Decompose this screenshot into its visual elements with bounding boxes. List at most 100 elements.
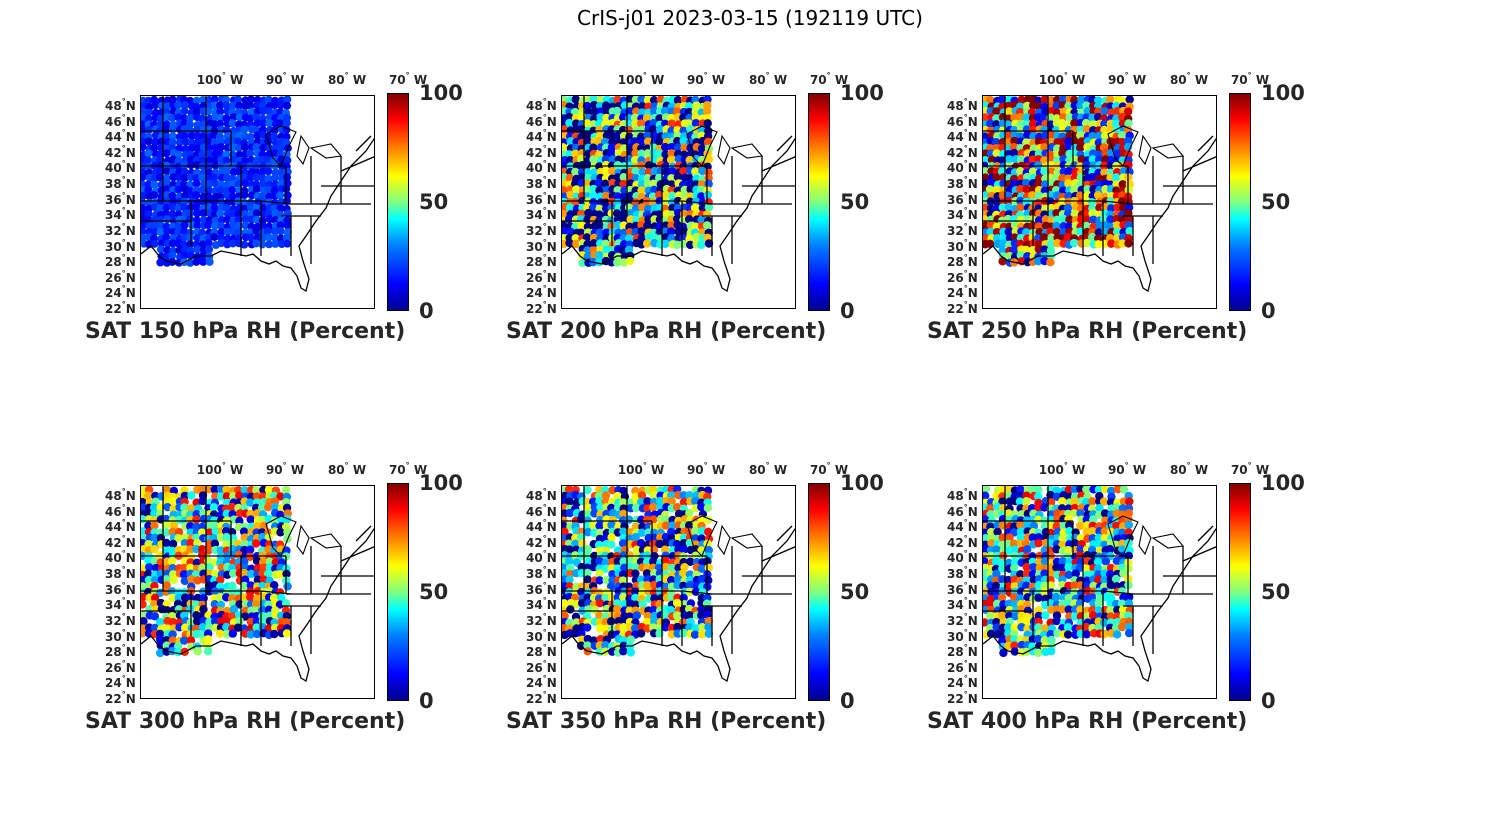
rh-observation-point bbox=[582, 131, 592, 140]
rh-observation-point bbox=[643, 515, 652, 525]
rh-observation-point bbox=[572, 185, 581, 194]
rh-observation-point bbox=[283, 101, 292, 110]
rh-observation-point bbox=[180, 491, 190, 501]
rh-observation-point bbox=[1003, 575, 1013, 585]
map-frame bbox=[982, 485, 1217, 699]
rh-observation-point bbox=[649, 617, 659, 626]
rh-observation-point bbox=[271, 216, 280, 225]
rh-observation-point bbox=[150, 191, 159, 200]
rh-observation-point bbox=[661, 521, 671, 530]
rh-observation-point bbox=[643, 221, 652, 230]
rh-observation-point bbox=[258, 155, 267, 164]
rh-observation-point bbox=[211, 155, 220, 164]
rh-observation-point bbox=[595, 528, 604, 538]
rh-observation-point bbox=[1010, 136, 1019, 146]
rh-observation-point bbox=[589, 155, 598, 164]
rh-observation-point bbox=[1057, 497, 1067, 506]
rh-observation-point bbox=[1076, 533, 1085, 543]
lat-tick-label: 46°N bbox=[947, 112, 978, 129]
rh-observation-point bbox=[180, 173, 189, 182]
rh-observation-point bbox=[631, 563, 641, 572]
rh-observation-point bbox=[1028, 167, 1038, 176]
colorbar-tick-label: 50 bbox=[419, 190, 449, 214]
rh-observation-point bbox=[583, 510, 592, 519]
lat-tick-label: 40°N bbox=[105, 549, 136, 566]
rh-observation-point bbox=[1105, 96, 1115, 104]
rh-observation-point bbox=[691, 167, 700, 176]
rh-observation-point bbox=[643, 96, 653, 105]
rh-observation-point bbox=[613, 258, 622, 267]
rh-observation-point bbox=[155, 618, 165, 627]
rh-observation-point bbox=[1075, 563, 1085, 572]
rh-observation-point bbox=[661, 539, 670, 548]
rh-observation-point bbox=[1064, 570, 1073, 580]
rh-observation-point bbox=[1111, 623, 1121, 632]
rh-observation-point bbox=[1077, 155, 1086, 164]
rh-observation-point bbox=[636, 119, 646, 128]
rh-observation-point bbox=[251, 599, 261, 609]
boundary-line bbox=[1182, 546, 1216, 562]
rh-observation-point bbox=[168, 618, 178, 627]
rh-observation-point bbox=[638, 167, 648, 177]
rh-observation-point bbox=[1113, 227, 1122, 237]
rh-observation-point bbox=[193, 593, 202, 603]
rh-observation-point bbox=[1005, 107, 1014, 116]
rh-observation-point bbox=[691, 534, 700, 543]
rh-observation-point bbox=[1016, 215, 1026, 224]
rh-observation-point bbox=[1034, 538, 1043, 548]
lon-tick-label: 100° W bbox=[196, 71, 244, 87]
rh-observation-point bbox=[697, 564, 706, 574]
rh-observation-point bbox=[1094, 486, 1104, 494]
rh-observation-point bbox=[1057, 605, 1067, 614]
rh-observation-point bbox=[1022, 178, 1031, 188]
rh-observation-point bbox=[595, 186, 604, 195]
rh-observation-point bbox=[1034, 648, 1043, 658]
colorbar bbox=[808, 483, 830, 701]
panel-caption: SAT 200 hPa RH (Percent) bbox=[506, 319, 827, 344]
rh-observation-point bbox=[253, 131, 262, 140]
rh-observation-point bbox=[198, 228, 207, 237]
rh-observation-point bbox=[986, 510, 995, 519]
rh-observation-point bbox=[1107, 239, 1116, 248]
rh-observation-point bbox=[613, 161, 622, 170]
rh-observation-point bbox=[1113, 106, 1122, 116]
rh-observation-point bbox=[679, 233, 688, 243]
rh-observation-point bbox=[999, 648, 1008, 658]
colorbar bbox=[387, 483, 409, 701]
rh-observation-point bbox=[1052, 208, 1061, 218]
rh-observation-point bbox=[246, 630, 255, 639]
rh-observation-point bbox=[583, 119, 592, 128]
rh-observation-point bbox=[169, 173, 178, 182]
rh-observation-point bbox=[1105, 545, 1115, 554]
rh-observation-point bbox=[992, 569, 1001, 579]
rh-observation-point bbox=[632, 503, 641, 513]
rh-observation-point bbox=[1124, 592, 1134, 602]
rh-observation-point bbox=[156, 227, 165, 236]
rh-observation-point bbox=[150, 593, 160, 603]
rh-observation-point bbox=[1119, 569, 1128, 578]
rh-observation-point bbox=[564, 557, 574, 566]
rh-observation-point bbox=[583, 137, 592, 146]
rh-observation-point bbox=[1112, 556, 1122, 566]
rh-observation-point bbox=[668, 191, 677, 200]
rh-observation-point bbox=[223, 227, 232, 236]
rh-observation-point bbox=[991, 581, 1001, 591]
rh-observation-point bbox=[679, 136, 688, 146]
rh-observation-point bbox=[144, 521, 153, 531]
rh-observation-point bbox=[211, 527, 220, 536]
rh-observation-point bbox=[997, 156, 1007, 165]
rh-observation-point bbox=[697, 611, 706, 620]
boundary-line bbox=[1197, 525, 1214, 542]
rh-observation-point bbox=[993, 198, 1002, 207]
rh-observation-point bbox=[696, 240, 706, 250]
lat-tick-label: 40°N bbox=[947, 549, 978, 566]
rh-observation-point bbox=[162, 233, 171, 242]
rh-observation-point bbox=[1040, 186, 1050, 195]
map-frame bbox=[982, 95, 1217, 309]
rh-observation-point bbox=[638, 599, 647, 609]
rh-observation-point bbox=[1010, 245, 1019, 255]
rh-observation-point bbox=[1040, 96, 1049, 104]
rh-observation-point bbox=[703, 539, 712, 548]
colorbar bbox=[387, 93, 409, 311]
rh-observation-point bbox=[1094, 240, 1103, 249]
